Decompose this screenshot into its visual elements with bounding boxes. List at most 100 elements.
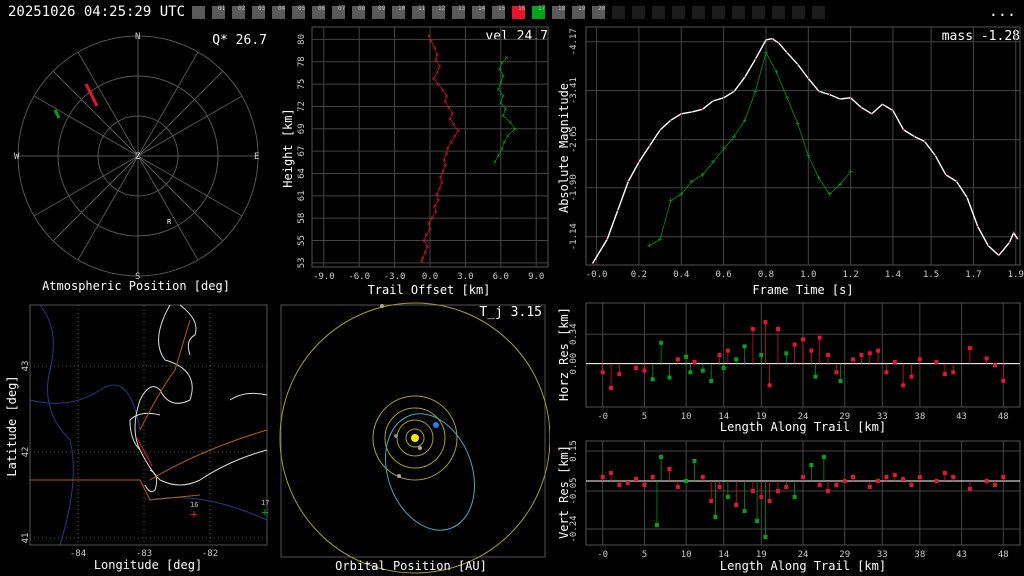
residual-point	[917, 475, 922, 479]
map-borders	[30, 319, 268, 501]
planet-icon	[418, 446, 422, 450]
station-toggle-slot-24[interactable]	[672, 6, 685, 19]
residual-point	[809, 348, 814, 353]
hres-ylabel: Horz Res [km]	[557, 307, 571, 401]
station-toggle-label: 01	[218, 5, 226, 12]
height-point: ×	[453, 133, 457, 141]
station-toggle-15[interactable]: 15	[492, 5, 505, 19]
residual-point	[884, 475, 889, 479]
residual-point	[700, 368, 705, 373]
station-toggle-12[interactable]: 12	[432, 5, 445, 19]
station-toggle-label: 09	[378, 5, 386, 12]
station-toggle-slot-31[interactable]	[812, 6, 825, 19]
station-toggle-16[interactable]: 16	[512, 5, 525, 19]
station-toggle-01[interactable]: 01	[212, 5, 225, 19]
station-toggle-09[interactable]: 09	[372, 5, 385, 19]
map-ytick: 41	[21, 533, 31, 544]
station-toggle-06[interactable]: 06	[312, 5, 325, 19]
orbit-ring	[405, 428, 425, 448]
station-toggle-05[interactable]: 05	[292, 5, 305, 19]
station-toggle-slot-22[interactable]	[632, 6, 645, 19]
magnitude-point: ·	[922, 137, 927, 146]
height-point: ×	[456, 127, 460, 135]
residual-point	[867, 485, 872, 489]
residual-point	[809, 463, 814, 467]
residual-point	[625, 481, 630, 485]
residual-point	[692, 459, 697, 463]
residual-point	[876, 479, 881, 483]
residual-point	[650, 475, 655, 479]
station-toggle-slot-0[interactable]	[192, 6, 205, 19]
height-point: ×	[437, 185, 441, 193]
height-point: ×	[429, 38, 433, 46]
magnitude-point: +	[753, 87, 758, 96]
sky-zenith-label: Z	[135, 152, 141, 162]
x-tick-label: 33	[877, 550, 888, 560]
y-tick-label: 55	[297, 235, 307, 246]
residual-point	[667, 467, 672, 471]
magnitude-point: ·	[965, 193, 970, 202]
orbit-ring	[396, 419, 434, 457]
magnitude-point: +	[806, 151, 811, 160]
map-xlabel: Longitude [deg]	[94, 558, 202, 572]
magnitude-point: ·	[954, 177, 959, 186]
station-toggle-slot-29[interactable]	[772, 6, 785, 19]
magnitude-point: ·	[658, 125, 663, 134]
station-toggle-slot-26[interactable]	[712, 6, 725, 19]
y-tick-label: 53	[297, 257, 307, 268]
station-toggle-slot-28[interactable]	[752, 6, 765, 19]
map-ylabel: Latitude [deg]	[5, 375, 19, 476]
station-toggle-03[interactable]: 03	[252, 5, 265, 19]
station-toggle-slot-27[interactable]	[732, 6, 745, 19]
station-toggle-slot-23[interactable]	[652, 6, 665, 19]
station-17-marker: +	[261, 505, 268, 519]
residual-point	[742, 509, 747, 513]
station-toggle-13[interactable]: 13	[452, 5, 465, 19]
magnitude-point: ·	[859, 103, 864, 112]
height-series-line	[421, 35, 459, 262]
station-toggle-label: 17	[538, 5, 546, 12]
station-toggle-slot-21[interactable]	[612, 6, 625, 19]
residual-point	[713, 515, 718, 519]
station-toggle-slot-25[interactable]	[692, 6, 705, 19]
station-toggle-slot-30[interactable]	[792, 6, 805, 19]
station-toggle-10[interactable]: 10	[392, 5, 405, 19]
station-toggle-label: 10	[398, 5, 406, 12]
residual-point	[892, 473, 897, 477]
station-toggle-02[interactable]: 02	[232, 5, 245, 19]
residual-point	[767, 383, 772, 388]
residual-point	[600, 475, 605, 479]
height-point: ×	[439, 173, 443, 181]
station-toggle-18[interactable]: 18	[552, 5, 565, 19]
x-tick-label: 24	[798, 412, 809, 422]
station-toggle-14[interactable]: 14	[472, 5, 485, 19]
orbit-ring-outer	[279, 302, 550, 574]
station-toggle-19[interactable]: 19	[572, 5, 585, 19]
residual-point	[951, 370, 956, 375]
residual-point	[750, 327, 755, 331]
residual-point	[984, 356, 989, 361]
station-toggle-04[interactable]: 04	[272, 5, 285, 19]
station-toggle-08[interactable]: 08	[352, 5, 365, 19]
station-toggle-20[interactable]: 20	[592, 5, 605, 19]
station-toggle-label: 13	[458, 5, 466, 12]
sun-icon	[411, 434, 419, 442]
residual-point	[734, 357, 739, 362]
height-xlabel: Trail Offset [km]	[368, 283, 491, 297]
residual-point	[675, 357, 680, 362]
height-point: ×	[447, 104, 451, 112]
station-toggle-11[interactable]: 11	[412, 5, 425, 19]
residual-point	[717, 353, 722, 357]
height-point: ×	[436, 81, 440, 89]
station-toggle-17[interactable]: 17	[532, 5, 545, 19]
x-tick-label: 0.0	[422, 272, 438, 282]
menu-button[interactable]: ...	[988, 2, 1016, 20]
station-toggle-07[interactable]: 07	[332, 5, 345, 19]
residual-point	[600, 370, 605, 375]
residual-point	[684, 354, 689, 359]
x-tick-label: -0	[597, 550, 608, 560]
y-tick-label: 0.15	[569, 440, 579, 462]
map-frame	[29, 304, 268, 546]
x-tick-label: 0.6	[715, 270, 731, 280]
magnitude-point: +	[764, 48, 769, 57]
